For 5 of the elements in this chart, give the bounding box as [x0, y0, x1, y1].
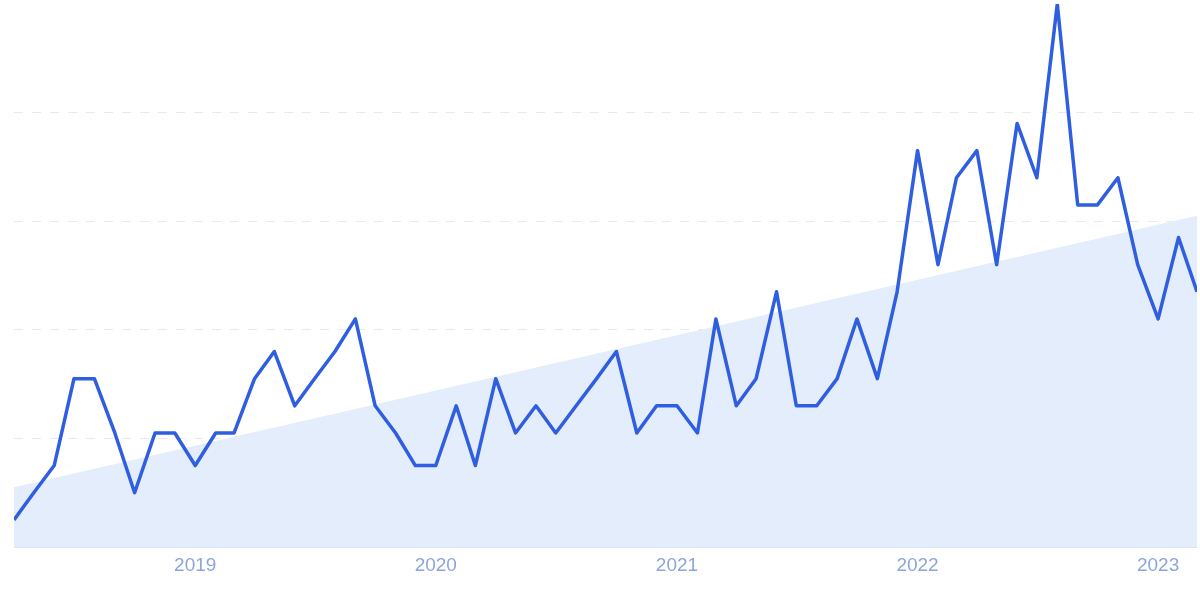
x-tick-label: 2023 — [1136, 553, 1180, 575]
x-tick-label: 2021 — [655, 553, 699, 575]
x-tick-label: 2020 — [414, 553, 457, 575]
x-tick-label: 2019 — [174, 553, 217, 575]
x-tick-label: 2022 — [896, 553, 939, 575]
